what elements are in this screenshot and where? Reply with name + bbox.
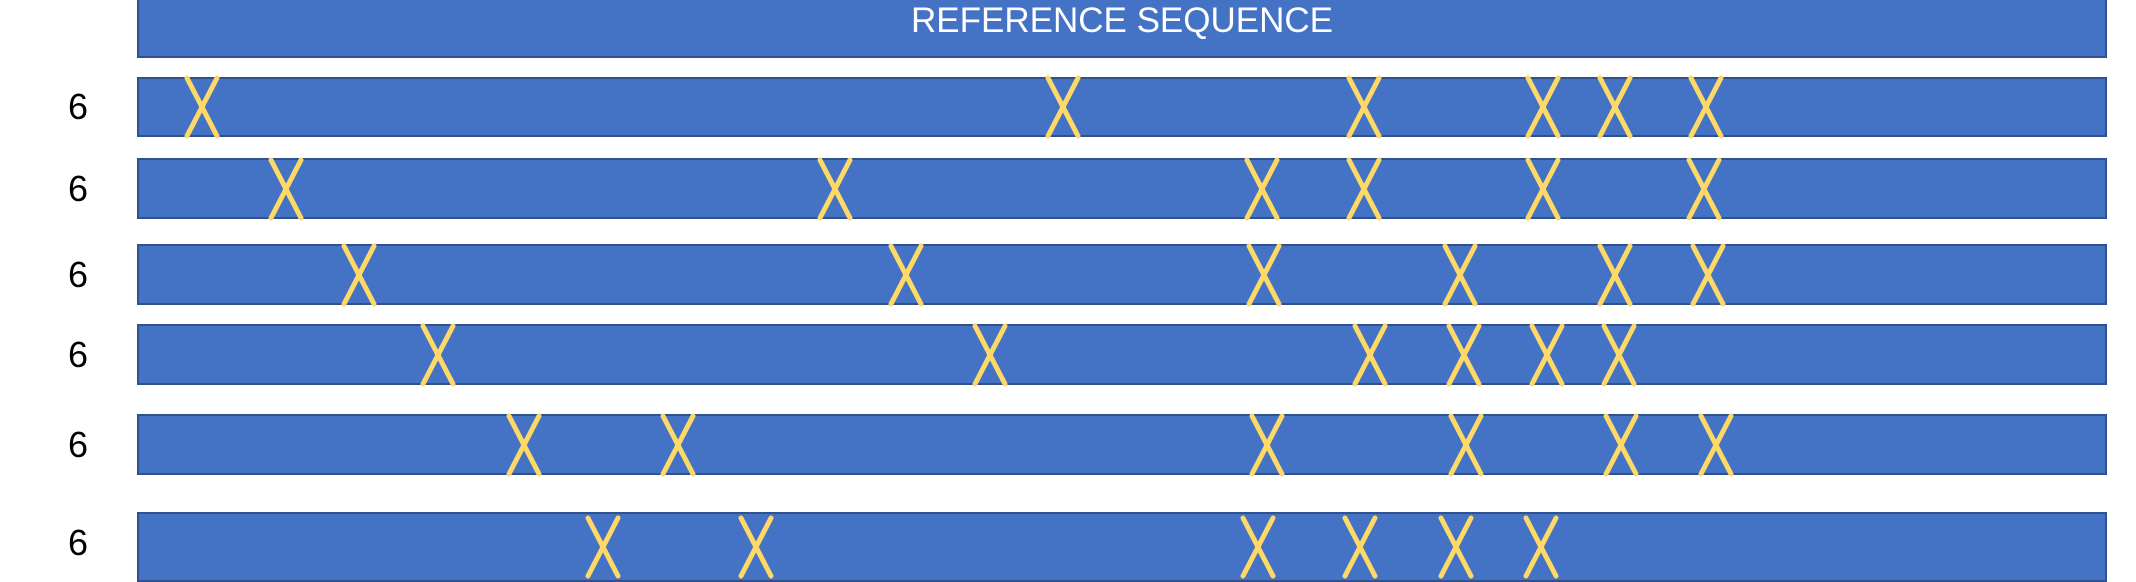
mismatch-x-icon bbox=[1684, 75, 1728, 139]
mismatch-x-icon bbox=[1519, 514, 1563, 580]
mismatch-x-icon bbox=[884, 243, 928, 306]
mismatch-x-icon bbox=[581, 514, 625, 580]
mismatch-x-icon bbox=[1240, 157, 1284, 220]
mismatch-x-icon bbox=[1686, 243, 1730, 306]
mismatch-x-icon bbox=[264, 157, 308, 220]
mismatch-x-icon bbox=[502, 413, 546, 476]
row-mismatch-count: 6 bbox=[67, 333, 89, 375]
mismatch-x-icon bbox=[1593, 243, 1637, 306]
mismatch-x-icon bbox=[1041, 75, 1085, 139]
sequence-bar bbox=[137, 243, 2107, 306]
mismatch-x-icon bbox=[1521, 75, 1565, 139]
sequence-bar bbox=[137, 157, 2107, 220]
row-mismatch-count: 6 bbox=[67, 521, 89, 563]
mismatch-x-icon bbox=[1521, 157, 1565, 220]
reference-sequence-bar: REFERENCE SEQUENCE bbox=[137, 0, 2107, 58]
mismatch-x-icon bbox=[1236, 514, 1280, 580]
mismatch-x-icon bbox=[1599, 413, 1643, 476]
mismatch-x-icon bbox=[1438, 243, 1482, 306]
sequence-bar bbox=[137, 413, 2107, 476]
row-mismatch-count: 6 bbox=[67, 167, 89, 209]
row-mismatch-count: 6 bbox=[67, 253, 89, 295]
mismatch-x-icon bbox=[1597, 323, 1641, 386]
sequence-bar bbox=[137, 323, 2107, 386]
mismatch-x-icon bbox=[1525, 323, 1569, 386]
mismatch-x-icon bbox=[1338, 514, 1382, 580]
mismatch-x-icon bbox=[1342, 75, 1386, 139]
mismatch-x-icon bbox=[1434, 514, 1478, 580]
mismatch-x-icon bbox=[1348, 323, 1392, 386]
mismatch-x-icon bbox=[1694, 413, 1738, 476]
sequence-bar bbox=[137, 75, 2107, 139]
row-mismatch-count: 6 bbox=[67, 86, 89, 127]
mismatch-x-icon bbox=[656, 413, 700, 476]
row-mismatch-count: 6 bbox=[67, 423, 89, 465]
mismatch-x-icon bbox=[1682, 157, 1726, 220]
mismatch-x-icon bbox=[337, 243, 381, 306]
mismatch-x-icon bbox=[734, 514, 778, 580]
mismatch-x-icon bbox=[1242, 243, 1286, 306]
mismatch-x-icon bbox=[1342, 157, 1386, 220]
mismatch-x-icon bbox=[416, 323, 460, 386]
mismatch-x-icon bbox=[1442, 323, 1486, 386]
sequence-bar bbox=[137, 512, 2107, 582]
mismatch-x-icon bbox=[1593, 75, 1637, 139]
mismatch-x-icon bbox=[968, 323, 1012, 386]
mismatch-x-icon bbox=[1444, 413, 1488, 476]
mismatch-x-icon bbox=[813, 157, 857, 220]
mismatch-x-icon bbox=[1245, 413, 1289, 476]
reference-sequence-label: REFERENCE SEQUENCE bbox=[910, 1, 1334, 40]
mismatch-x-icon bbox=[180, 75, 224, 139]
